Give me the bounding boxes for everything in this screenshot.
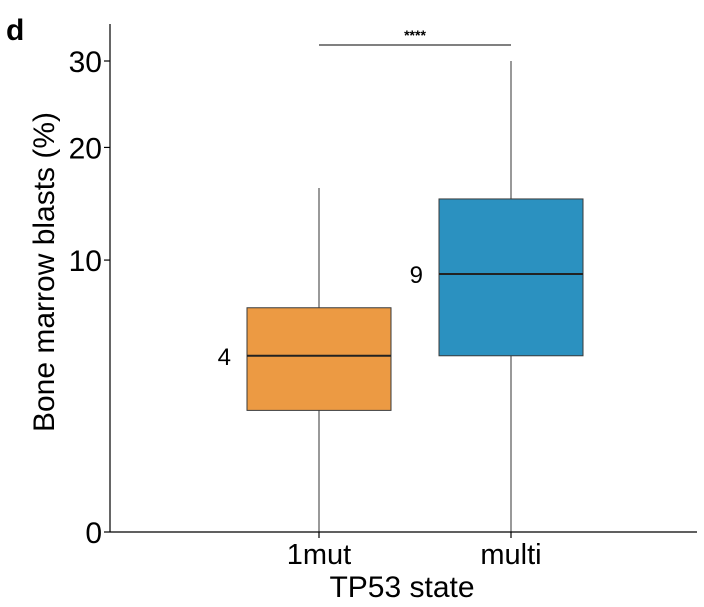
median-label: 9: [410, 262, 423, 289]
significance-label: ****: [404, 27, 426, 43]
y-tick-label: 0: [85, 517, 102, 550]
x-tick-label: 1mut: [287, 539, 351, 571]
y-tick-label: 30: [69, 46, 102, 79]
box-1mut: 4: [218, 188, 392, 532]
x-axis-title: TP53 state: [329, 571, 474, 604]
box-body: [438, 198, 584, 357]
y-tick-label: 10: [69, 245, 102, 278]
box-multi: 9: [410, 61, 584, 532]
box-body: [246, 307, 392, 411]
significance-bracket: ****: [319, 27, 511, 46]
plot-area: 4 9 ****: [218, 27, 584, 532]
x-tick-label: multi: [480, 539, 541, 571]
median-label: 4: [218, 344, 231, 371]
y-axis-title: Bone marrow blasts (%): [28, 112, 61, 432]
panel-label: d: [6, 14, 24, 47]
y-tick-label: 20: [69, 132, 102, 165]
y-axis-ticks: 0 10 20 30: [69, 46, 110, 550]
x-axis-ticks: 1mut multi: [287, 532, 542, 571]
